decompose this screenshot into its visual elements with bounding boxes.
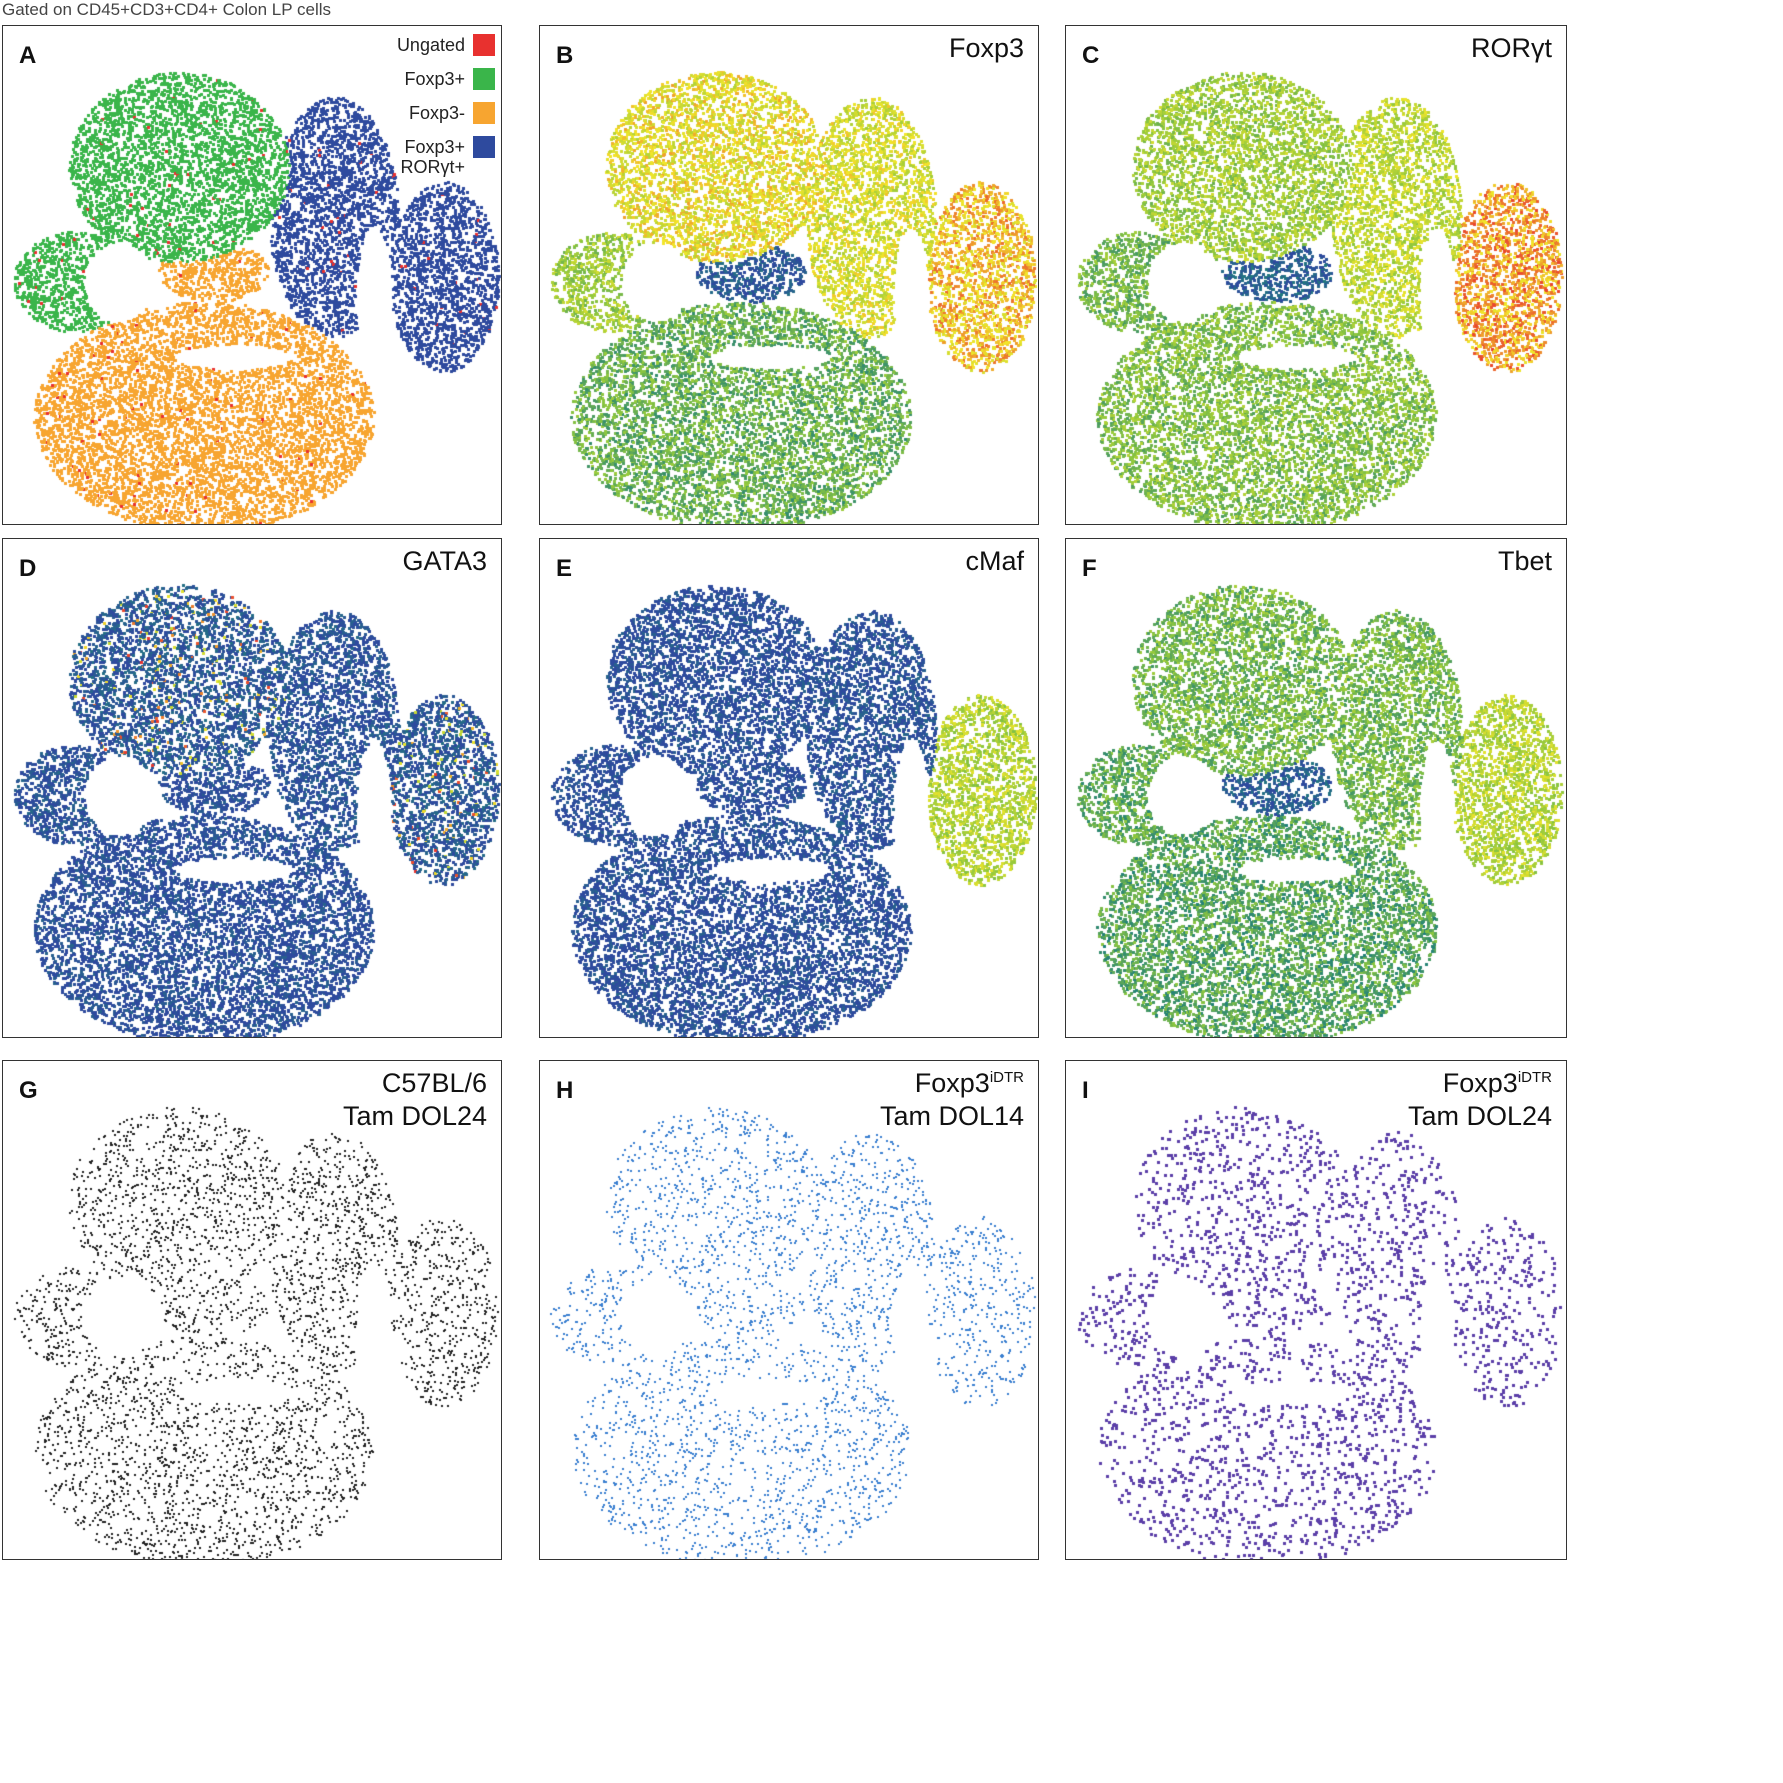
panel-label-cmaf: cMaf bbox=[965, 546, 1024, 576]
tsne-scatter-f bbox=[1066, 539, 1566, 1037]
panel-label-rorgt: RORγt bbox=[1471, 33, 1552, 63]
tsne-scatter-h bbox=[540, 1061, 1038, 1559]
tsne-panel-f: F Tbet bbox=[1065, 538, 1567, 1038]
legend-swatch-foxp3-neg bbox=[473, 102, 495, 124]
legend-swatch-foxp3-rorgt-pos bbox=[473, 136, 495, 158]
tsne-panel-h: H Foxp3iDTR Tam DOL14 bbox=[539, 1060, 1039, 1560]
panel-letter-c: C bbox=[1082, 42, 1100, 69]
tsne-panel-i: I Foxp3iDTR Tam DOL24 bbox=[1065, 1060, 1567, 1560]
legend-item-foxp3-rorgt-pos: Foxp3+ RORγt+ bbox=[397, 134, 495, 188]
panel-label-g-line2: Tam DOL24 bbox=[342, 1100, 487, 1131]
panel-label-h-base: Foxp3 bbox=[914, 1068, 990, 1098]
population-legend: Ungated Foxp3+ Foxp3- Foxp3+ RORγt+ bbox=[397, 32, 495, 188]
tsne-panel-b: B Foxp3 bbox=[539, 25, 1039, 525]
tsne-scatter-a bbox=[3, 26, 501, 524]
tsne-scatter-b bbox=[540, 26, 1038, 524]
panel-letter-g: G bbox=[19, 1077, 38, 1104]
panel-label-foxp3: Foxp3 bbox=[948, 33, 1024, 63]
legend-item-ungated: Ungated bbox=[397, 32, 495, 66]
tsne-panel-g: G C57BL/6 Tam DOL24 bbox=[2, 1060, 502, 1560]
panel-label-tbet: Tbet bbox=[1497, 546, 1552, 576]
tsne-panel-e: E cMaf bbox=[539, 538, 1039, 1038]
legend-swatch-foxp3-pos bbox=[473, 68, 495, 90]
panel-label-i-sup: iDTR bbox=[1517, 1069, 1552, 1086]
tsne-panel-a: A Ungated Foxp3+ Foxp3- Foxp3+ RORγt+ bbox=[2, 25, 502, 525]
tsne-scatter-c bbox=[1066, 26, 1566, 524]
legend-label-foxp3-pos: Foxp3+ bbox=[404, 69, 465, 89]
legend-swatch-ungated bbox=[473, 34, 495, 56]
panel-label-h-line1: Foxp3iDTR bbox=[880, 1067, 1024, 1100]
panel-label-c57bl6: C57BL/6 Tam DOL24 bbox=[343, 1067, 487, 1133]
legend-label-foxp3-neg: Foxp3- bbox=[408, 103, 465, 123]
tsne-scatter-e bbox=[540, 539, 1038, 1037]
panel-label-foxp3idtr-dol24: Foxp3iDTR Tam DOL24 bbox=[1408, 1067, 1552, 1133]
panel-label-i-line1: Foxp3iDTR bbox=[1408, 1067, 1552, 1100]
legend-label-foxp3-rorgt-pos: Foxp3+ RORγt+ bbox=[400, 137, 465, 178]
tsne-panel-d: D GATA3 bbox=[2, 538, 502, 1038]
legend-item-foxp3-pos: Foxp3+ bbox=[397, 66, 495, 100]
panel-label-i-base: Foxp3 bbox=[1442, 1068, 1518, 1098]
panel-label-h-line2: Tam DOL14 bbox=[879, 1100, 1024, 1131]
panel-letter-a: A bbox=[19, 42, 37, 69]
panel-letter-h: H bbox=[556, 1077, 574, 1104]
legend-item-foxp3-neg: Foxp3- bbox=[397, 100, 495, 134]
panel-label-i-line2: Tam DOL24 bbox=[1407, 1100, 1552, 1131]
panel-label-gata3: GATA3 bbox=[402, 546, 487, 576]
panel-label-foxp3idtr-dol14: Foxp3iDTR Tam DOL14 bbox=[880, 1067, 1024, 1133]
panel-letter-b: B bbox=[556, 42, 574, 69]
legend-label-foxp3-rorgt-line2: RORγt+ bbox=[400, 156, 465, 177]
panel-label-h-sup: iDTR bbox=[989, 1069, 1024, 1086]
panel-letter-e: E bbox=[556, 555, 573, 582]
gating-title: Gated on CD45+CD3+CD4+ Colon LP cells bbox=[2, 0, 332, 19]
tsne-scatter-i bbox=[1066, 1061, 1566, 1559]
tsne-scatter-d bbox=[3, 539, 501, 1037]
legend-label-foxp3-rorgt-line1: Foxp3+ bbox=[404, 137, 465, 157]
tsne-panel-c: C RORγt bbox=[1065, 25, 1567, 525]
panel-label-g-line1: C57BL/6 bbox=[381, 1068, 487, 1098]
panel-letter-i: I bbox=[1082, 1077, 1089, 1104]
legend-label-ungated: Ungated bbox=[396, 35, 465, 55]
panel-letter-f: F bbox=[1082, 555, 1097, 582]
panel-letter-d: D bbox=[19, 555, 37, 582]
tsne-scatter-g bbox=[3, 1061, 501, 1559]
